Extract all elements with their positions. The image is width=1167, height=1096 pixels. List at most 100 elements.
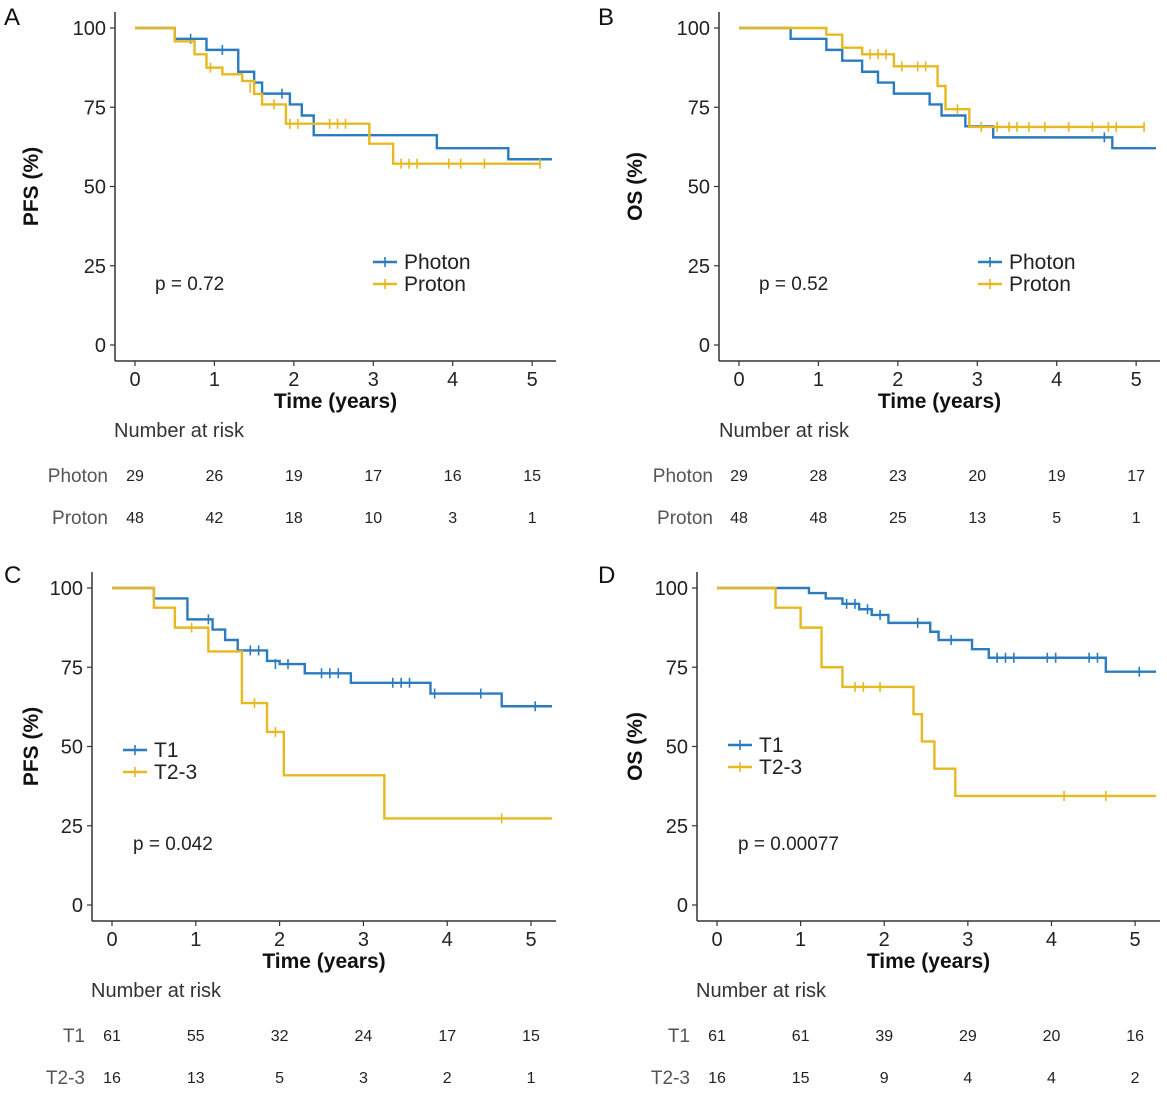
y-tick-label: 50: [84, 177, 106, 199]
y-tick-label: 25: [688, 256, 710, 278]
risk-value: 42: [205, 510, 224, 527]
risk-value: 61: [791, 1028, 810, 1045]
y-axis-label: PFS (%): [20, 707, 43, 786]
km-curve-t2-3: [112, 586, 552, 820]
risk-value: 20: [968, 468, 987, 485]
km-curve-photon: [739, 26, 1156, 150]
risk-table-title: Number at risk: [719, 420, 850, 442]
risk-value: 39: [875, 1028, 894, 1045]
risk-value: 16: [1126, 1028, 1144, 1045]
km-curve-t1: [717, 586, 1156, 673]
risk-value: 15: [522, 1028, 540, 1045]
y-tick-label: 100: [50, 578, 83, 600]
risk-value: 29: [958, 1028, 977, 1045]
y-tick-label: 0: [677, 895, 688, 917]
risk-row-label: Photon: [47, 466, 108, 487]
x-tick-label: 5: [525, 929, 536, 951]
risk-value: 5: [1052, 510, 1062, 527]
risk-value: 3: [358, 1070, 368, 1087]
y-tick-label: 50: [688, 177, 710, 199]
risk-value: 55: [186, 1028, 205, 1045]
x-tick-label: 2: [892, 369, 903, 391]
km-curve-proton: [135, 26, 541, 165]
risk-value: 61: [103, 1028, 121, 1045]
risk-value: 15: [791, 1070, 810, 1087]
panel-letter: C: [4, 562, 22, 589]
risk-row-label: Photon: [652, 466, 713, 487]
x-axis-label: Time (years): [262, 950, 385, 973]
x-tick-label: 3: [962, 929, 973, 951]
y-tick-label: 50: [61, 737, 83, 759]
risk-value: 17: [438, 1028, 457, 1045]
risk-value: 16: [103, 1070, 121, 1087]
x-tick-label: 3: [368, 369, 379, 391]
risk-value: 29: [126, 468, 144, 485]
y-tick-label: 0: [699, 335, 710, 357]
risk-row-label: Proton: [52, 508, 108, 529]
risk-value: 1: [527, 510, 537, 527]
risk-row-label: T2-3: [45, 1068, 85, 1089]
legend-label: Proton: [404, 273, 466, 296]
y-tick-label: 75: [666, 657, 688, 679]
x-tick-label: 5: [527, 369, 538, 391]
risk-value: 1: [1131, 510, 1141, 527]
risk-value: 48: [126, 510, 144, 527]
x-tick-label: 4: [447, 369, 458, 391]
x-tick-label: 3: [358, 929, 369, 951]
x-tick-label: 2: [288, 369, 299, 391]
y-tick-label: 25: [666, 816, 688, 838]
y-axis-label: PFS (%): [20, 147, 43, 226]
risk-value: 61: [708, 1028, 726, 1045]
legend-label: T1: [759, 734, 784, 757]
risk-value: 13: [186, 1070, 205, 1087]
x-tick-label: 2: [274, 929, 285, 951]
p-value: p = 0.00077: [738, 834, 839, 855]
risk-value: 29: [730, 468, 748, 485]
legend-label: Photon: [1009, 251, 1076, 274]
risk-value: 1: [526, 1070, 536, 1087]
panel-letter: D: [598, 562, 616, 589]
risk-table-title: Number at risk: [91, 980, 222, 1002]
risk-value: 2: [1130, 1070, 1140, 1087]
x-tick-label: 1: [209, 369, 220, 391]
x-tick-label: 0: [129, 369, 140, 391]
legend-label: Photon: [404, 251, 471, 274]
y-tick-label: 25: [61, 816, 83, 838]
y-axis-label: OS (%): [624, 712, 647, 781]
risk-value: 13: [968, 510, 987, 527]
risk-value: 17: [1127, 468, 1146, 485]
x-tick-label: 5: [1130, 929, 1141, 951]
risk-value: 18: [284, 510, 303, 527]
x-tick-label: 2: [879, 929, 890, 951]
risk-value: 10: [364, 510, 383, 527]
risk-value: 5: [275, 1070, 285, 1087]
risk-value: 19: [1047, 468, 1066, 485]
x-tick-label: 3: [972, 369, 983, 391]
risk-value: 23: [888, 468, 907, 485]
km-curve-t1: [112, 586, 552, 708]
x-tick-label: 0: [106, 929, 117, 951]
risk-value: 4: [963, 1070, 973, 1087]
risk-value: 15: [523, 468, 542, 485]
y-tick-label: 100: [655, 578, 688, 600]
legend-label: T2-3: [154, 761, 197, 784]
risk-row-label: T1: [667, 1026, 690, 1047]
risk-value: 20: [1042, 1028, 1061, 1045]
x-axis-label: Time (years): [274, 390, 397, 413]
x-tick-label: 4: [1051, 369, 1062, 391]
y-tick-label: 50: [666, 737, 688, 759]
risk-value: 28: [809, 468, 828, 485]
panel-letter: A: [4, 4, 21, 31]
x-tick-label: 1: [190, 929, 201, 951]
risk-value: 2: [442, 1070, 452, 1087]
x-tick-label: 0: [711, 929, 722, 951]
x-axis-label: Time (years): [878, 390, 1001, 413]
y-tick-label: 75: [61, 657, 83, 679]
risk-value: 17: [364, 468, 383, 485]
x-tick-label: 0: [733, 369, 744, 391]
risk-value: 24: [354, 1028, 373, 1045]
risk-row-label: Proton: [657, 508, 713, 529]
